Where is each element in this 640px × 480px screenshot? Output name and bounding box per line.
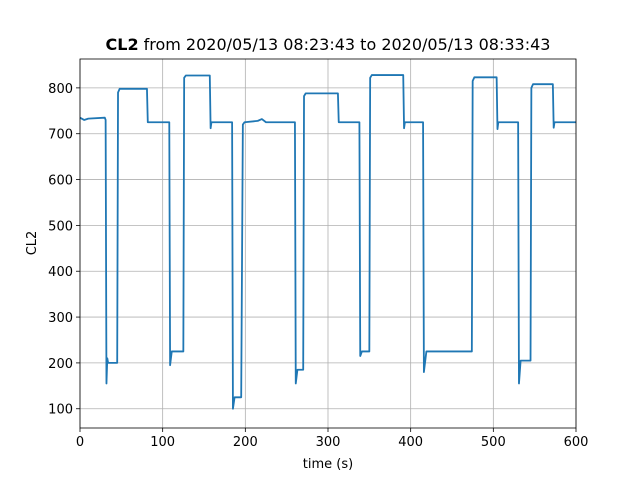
y-tick-label: 400 bbox=[48, 265, 73, 280]
series-line bbox=[79, 74, 576, 410]
y-tick-label: 600 bbox=[48, 174, 73, 189]
title-bold: CL2 bbox=[106, 35, 139, 54]
y-axis-label: CL2 bbox=[25, 231, 40, 256]
x-tick-label: 400 bbox=[398, 435, 423, 450]
chart-title: CL2 from 2020/05/13 08:23:43 to 2020/05/1… bbox=[106, 35, 551, 54]
x-tick-label: 600 bbox=[564, 435, 589, 450]
x-tick-label: 100 bbox=[150, 435, 175, 450]
x-tick-label: 200 bbox=[233, 435, 258, 450]
x-axis-label: time (s) bbox=[303, 457, 353, 472]
title-rest: from 2020/05/13 08:23:43 to 2020/05/13 0… bbox=[144, 35, 551, 54]
grid: 0 100 200 300 400 500 600 100 200 300 400 500 600 700… bbox=[48, 59, 588, 450]
y-tick-label: 800 bbox=[48, 82, 73, 97]
plot bbox=[79, 74, 576, 410]
axes-frame bbox=[79, 58, 577, 429]
x-tick-label: 0 bbox=[76, 435, 84, 450]
y-tick-label: 100 bbox=[48, 403, 73, 418]
x-tick-label: 500 bbox=[481, 435, 506, 450]
x-tick-label: 300 bbox=[316, 435, 341, 450]
y-tick-label: 700 bbox=[48, 128, 73, 143]
y-tick-label: 500 bbox=[48, 219, 73, 234]
y-tick-label: 200 bbox=[48, 357, 73, 372]
y-tick-label: 300 bbox=[48, 311, 73, 326]
